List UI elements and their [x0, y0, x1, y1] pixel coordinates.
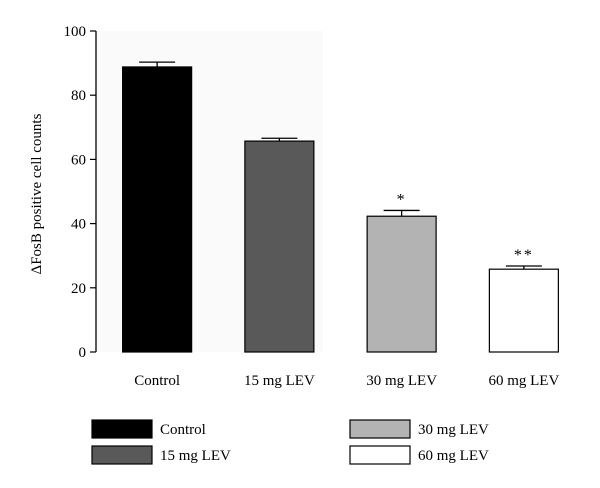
y-tick-label: 60 — [71, 152, 86, 168]
legend-swatch — [91, 445, 153, 465]
significance-marker: ** — [514, 247, 534, 264]
legend-swatch — [91, 419, 153, 439]
y-tick-label: 40 — [71, 217, 86, 233]
legend-swatch — [349, 419, 411, 439]
legend-label: 30 mg LEV — [418, 422, 489, 438]
bar — [122, 66, 193, 353]
bar — [244, 140, 315, 353]
x-category-label: 30 mg LEV — [366, 373, 437, 389]
y-tick-label: 20 — [71, 281, 86, 297]
significance-marker: * — [397, 191, 407, 208]
x-category-label: 60 mg LEV — [488, 373, 559, 389]
bar — [366, 215, 437, 353]
plot-area: 0 20 40 60 80 100 Control 15 mg LEV * 30 mg LEV **… — [64, 24, 560, 389]
y-tick-label: 80 — [71, 88, 86, 104]
legend-label: Control — [160, 422, 206, 438]
y-axis-title: ΔFosB positive cell counts — [29, 113, 45, 274]
legend-label: 15 mg LEV — [160, 448, 231, 464]
bar — [488, 268, 559, 353]
legend-swatch — [349, 445, 411, 465]
y-tick-label: 0 — [79, 345, 87, 361]
x-category-label: 15 mg LEV — [244, 373, 315, 389]
legend: Control 15 mg LEV 30 mg LEV 60 mg LEV — [91, 419, 489, 465]
x-category-label: Control — [134, 373, 180, 389]
y-tick-label: 100 — [64, 24, 87, 40]
legend-label: 60 mg LEV — [418, 448, 489, 464]
